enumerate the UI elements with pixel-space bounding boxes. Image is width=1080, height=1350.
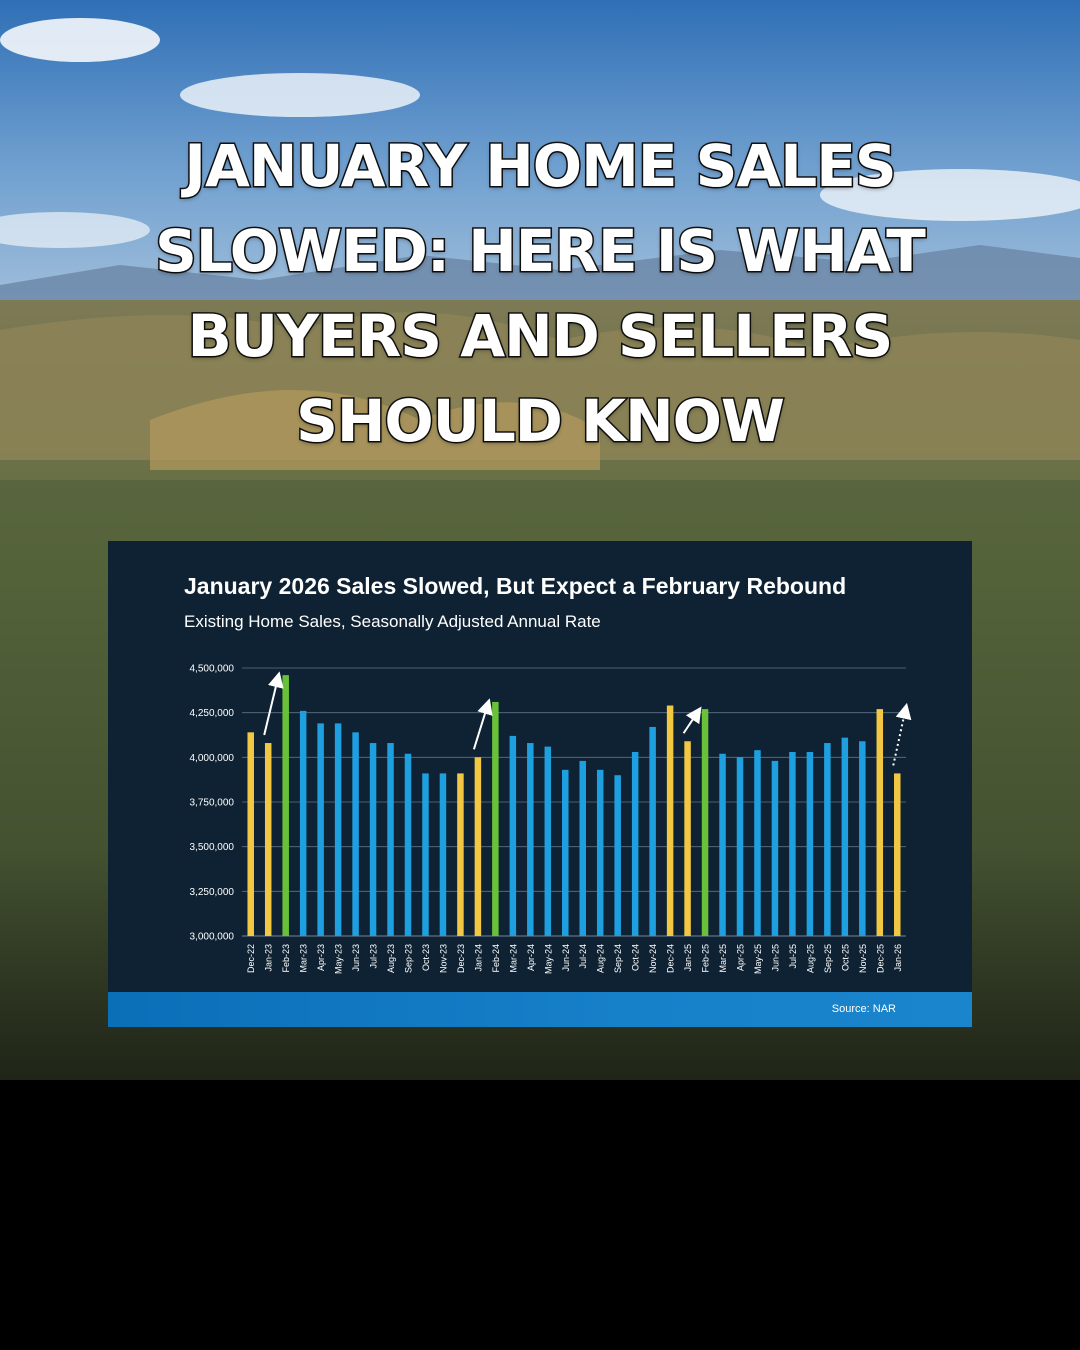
annotation-arrow [892, 702, 912, 766]
headline-line-3: BUYERS AND SELLERS [186, 301, 895, 372]
bar-aug-25 [806, 751, 814, 936]
x-tick-label: Jul-25 [788, 944, 798, 969]
x-tick-label: Jan-24 [473, 944, 483, 972]
bar-jul-23 [369, 743, 377, 936]
y-tick-label: 3,500,000 [190, 842, 235, 853]
y-tick-label: 4,500,000 [190, 664, 235, 675]
chart-card: January 2026 Sales Slowed, But Expect a … [108, 541, 972, 1027]
bar-mar-25 [719, 753, 726, 936]
bar-oct-23 [422, 773, 429, 936]
bar-oct-25 [841, 737, 849, 936]
chart-subtitle: Existing Home Sales, Seasonally Adjusted… [184, 612, 601, 631]
headline-line-4: SHOULD KNOW [295, 386, 787, 457]
chart-source: Source: NAR [831, 1003, 896, 1015]
headline: JANUARY HOME SALES SLOWED: HERE IS WHAT … [0, 124, 1080, 464]
chart-title: January 2026 Sales Slowed, But Expect a … [184, 573, 847, 599]
bar-may-23 [334, 723, 342, 936]
x-tick-label: Feb-24 [491, 944, 501, 973]
bar-jan-26 [894, 773, 901, 936]
x-tick-label: Jun-24 [561, 944, 571, 972]
bar-feb-25 [701, 709, 709, 936]
x-tick-label: Aug-25 [805, 944, 815, 973]
x-tick-label: Sep-24 [613, 944, 623, 973]
x-tick-label: Sep-23 [404, 944, 414, 973]
annotation-arrow [263, 671, 284, 736]
bar-jul-24 [579, 760, 586, 936]
bar-mar-23 [299, 710, 307, 936]
x-tick-label: Sep-25 [823, 944, 833, 973]
annotation-arrow [472, 698, 493, 750]
bar-oct-24 [631, 751, 639, 936]
x-tick-label: Jan-26 [893, 944, 903, 972]
y-tick-label: 4,000,000 [190, 753, 235, 764]
bar-nov-25 [859, 741, 866, 936]
bar-jan-23 [264, 743, 272, 936]
x-tick-label: Dec-24 [666, 944, 676, 973]
bar-jun-23 [352, 732, 359, 936]
bar-mar-24 [509, 735, 517, 936]
x-tick-label: May-25 [753, 944, 763, 974]
x-tick-label: Nov-24 [648, 944, 658, 973]
x-tick-label: Feb-25 [701, 944, 711, 973]
x-tick-label: Apr-24 [526, 944, 536, 971]
bar-apr-24 [527, 743, 534, 936]
x-tick-label: Oct-24 [631, 944, 641, 971]
headline-line-1: JANUARY HOME SALES [183, 131, 898, 202]
bar-nov-24 [649, 726, 656, 936]
bar-dec-23 [457, 773, 464, 936]
bar-jul-25 [789, 751, 796, 936]
y-tick-label: 4,250,000 [190, 708, 235, 719]
bar-dec-24 [666, 705, 674, 936]
x-tick-label: Mar-23 [299, 944, 309, 973]
bar-sep-25 [824, 743, 831, 936]
chart-footer-bar: Source: NAR [108, 992, 972, 1027]
x-tick-label: Oct-25 [840, 944, 850, 971]
x-tick-label: Feb-23 [281, 944, 291, 973]
x-tick-label: Nov-23 [438, 944, 448, 973]
x-tick-label: Dec-25 [875, 944, 885, 973]
y-tick-label: 3,750,000 [190, 798, 235, 809]
bar-sep-24 [614, 775, 621, 936]
x-tick-label: Jul-24 [578, 944, 588, 969]
x-tick-label: Jul-23 [369, 944, 379, 969]
x-tick-label: Jun-25 [770, 944, 780, 972]
x-tick-label: Apr-25 [736, 944, 746, 971]
x-tick-label: Aug-24 [596, 944, 606, 973]
x-tick-label: Apr-23 [316, 944, 326, 971]
bar-sep-23 [404, 753, 412, 936]
bar-apr-25 [736, 757, 744, 936]
x-tick-label: Jun-23 [351, 944, 361, 972]
x-tick-label: Jan-25 [683, 944, 693, 972]
bar-feb-24 [492, 701, 499, 936]
bar-jun-25 [771, 760, 779, 936]
bar-apr-23 [317, 723, 324, 936]
x-tick-label: Dec-23 [456, 944, 466, 973]
bar-nov-23 [439, 773, 447, 936]
x-tick-label: Nov-25 [858, 944, 868, 973]
x-tick-label: Mar-25 [718, 944, 728, 973]
bar-feb-23 [282, 675, 289, 936]
bar-jun-24 [562, 769, 569, 936]
x-tick-label: Aug-23 [386, 944, 396, 973]
bar-dec-25 [876, 709, 884, 936]
y-tick-label: 3,000,000 [190, 932, 235, 943]
bar-aug-24 [596, 769, 604, 936]
x-tick-label: Dec-22 [246, 944, 256, 973]
x-tick-label: May-23 [334, 944, 344, 974]
bar-chart: 3,000,000 3,250,000 3,500,000 3,750,000 4,00… [190, 664, 912, 974]
x-tick-label: May-24 [543, 944, 553, 974]
bar-may-25 [754, 750, 761, 936]
headline-line-2: SLOWED: HERE IS WHAT [154, 216, 928, 287]
bar-dec-22 [247, 732, 254, 936]
bar-jan-24 [474, 757, 482, 936]
y-tick-label: 3,250,000 [190, 887, 235, 898]
bar-may-24 [544, 746, 552, 936]
annotation-arrow [682, 706, 702, 734]
bar-aug-23 [387, 743, 394, 936]
x-tick-label: Oct-23 [421, 944, 431, 971]
x-tick-label: Mar-24 [508, 944, 518, 973]
bar-jan-25 [684, 741, 691, 936]
x-tick-label: Jan-23 [264, 944, 274, 972]
